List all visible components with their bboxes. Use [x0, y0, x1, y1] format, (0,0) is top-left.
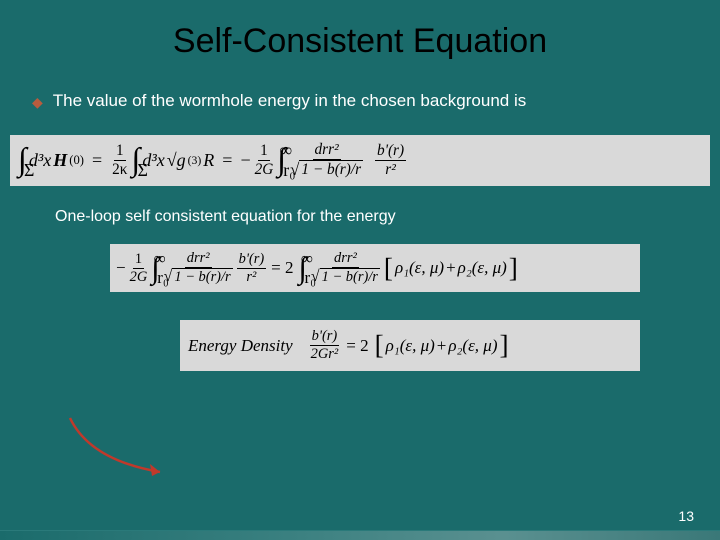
fraction: b'(r) r² [237, 251, 267, 286]
fraction: b'(r) 2Gr² [309, 328, 341, 363]
fraction: 1 2G [253, 142, 276, 179]
subheading: One-loop self consistent equation for th… [55, 208, 720, 226]
fraction: drr² √1 − b(r)/r [288, 141, 365, 180]
integral-icon: ∫r₀∞ [151, 251, 159, 286]
arrow-icon [60, 410, 190, 490]
bracket-icon: ] [509, 253, 518, 284]
fraction: 1 2G [128, 251, 150, 286]
integral-icon: ∫r₀∞ [299, 251, 307, 286]
integral-icon: ∫Σ [131, 142, 140, 179]
bullet-text: The value of the wormhole energy in the … [53, 91, 526, 111]
equation-1: ∫Σ d³x H (0) = 1 2κ ∫Σ d³x √g (3) R = − … [10, 135, 710, 186]
bracket-icon: [ [375, 330, 384, 361]
bracket-icon: ] [499, 330, 508, 361]
integral-icon: ∫r₀∞ [277, 142, 286, 179]
fraction: drr² √1 − b(r)/r [162, 250, 235, 286]
fraction: drr² √1 − b(r)/r [309, 250, 382, 286]
diamond-bullet-icon: ◆ [32, 94, 43, 111]
slide: Self-Consistent Equation ◆ The value of … [0, 0, 720, 540]
fraction: b'(r) r² [375, 142, 406, 179]
page-title: Self-Consistent Equation [0, 0, 720, 61]
footer-bar [0, 530, 720, 540]
integral-icon: ∫Σ [18, 142, 27, 179]
bullet-item: ◆ The value of the wormhole energy in th… [32, 91, 720, 111]
equation-3: Energy Density b'(r) 2Gr² = 2 [ ρ₁(ε, μ)… [180, 320, 640, 371]
page-number: 13 [678, 508, 694, 524]
fraction: 1 2κ [110, 142, 129, 179]
bracket-icon: [ [384, 253, 393, 284]
equation-2: − 1 2G ∫r₀∞ drr² √1 − b(r)/r b'(r) r² = … [110, 244, 640, 292]
energy-density-label: Energy Density [188, 336, 293, 356]
